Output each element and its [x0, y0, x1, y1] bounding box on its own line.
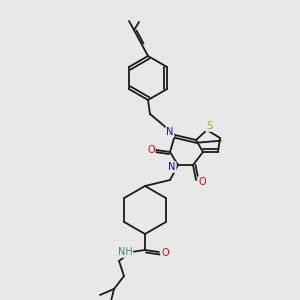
Text: O: O — [198, 177, 206, 187]
Text: S: S — [206, 121, 212, 131]
Text: O: O — [147, 145, 155, 155]
Text: NH: NH — [118, 247, 132, 257]
Text: N: N — [168, 162, 176, 172]
Text: O: O — [161, 248, 169, 258]
Text: N: N — [166, 127, 174, 137]
